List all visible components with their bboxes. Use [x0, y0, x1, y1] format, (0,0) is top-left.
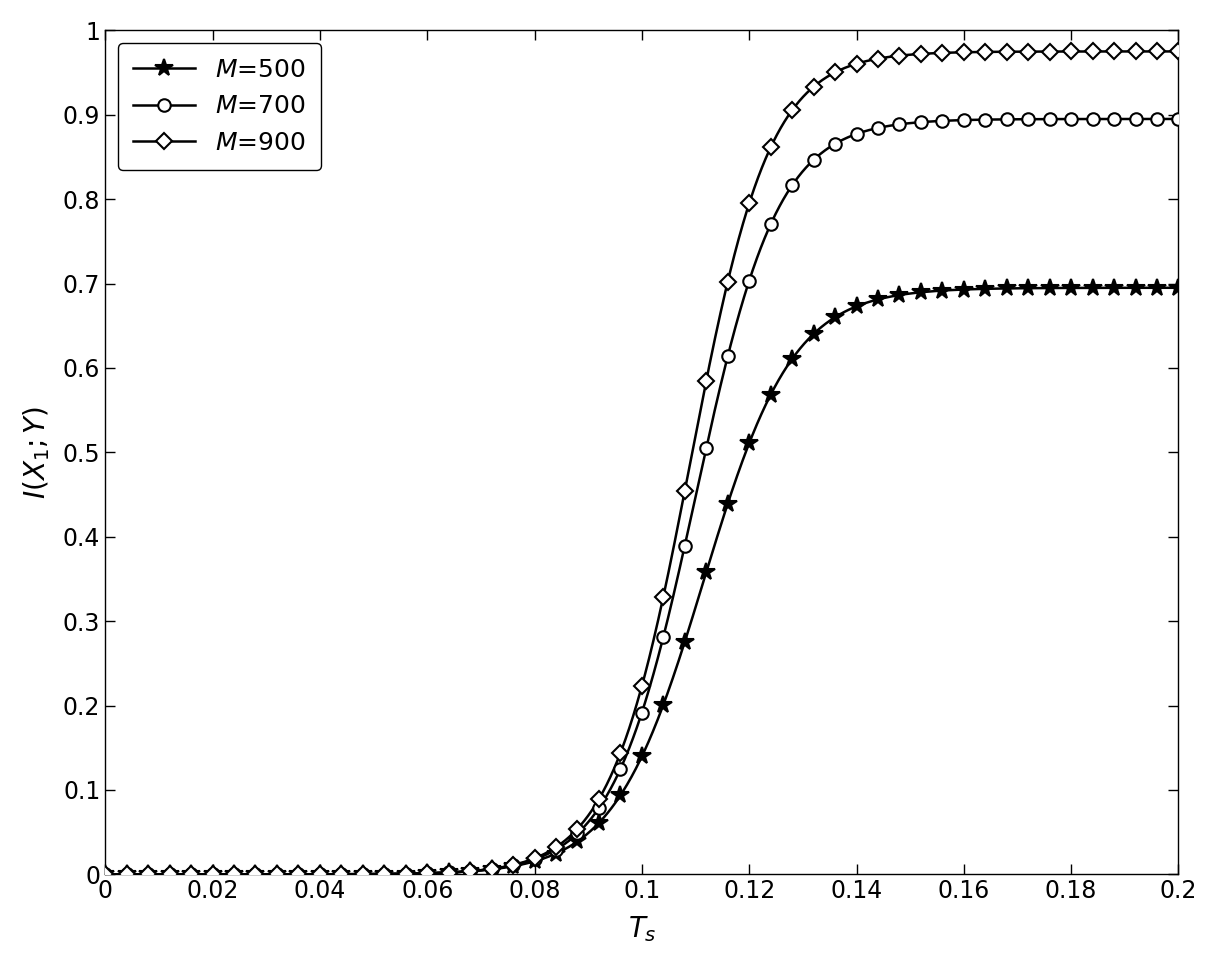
X-axis label: $T_s$: $T_s$	[627, 915, 657, 944]
Legend: $M$=500, $M$=700, $M$=900: $M$=500, $M$=700, $M$=900	[118, 42, 320, 170]
Y-axis label: $I(X_1;Y)$: $I(X_1;Y)$	[21, 405, 51, 499]
